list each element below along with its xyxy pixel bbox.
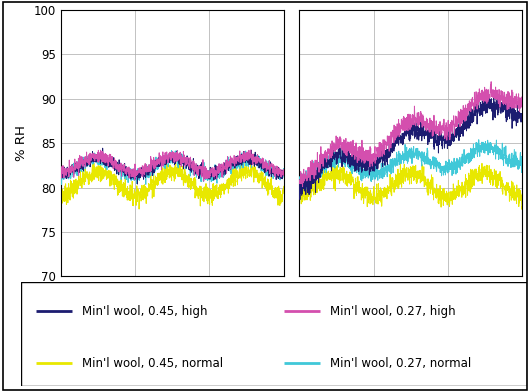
Text: Min'l wool, 0.45, normal: Min'l wool, 0.45, normal bbox=[82, 357, 223, 370]
Text: Min'l wool, 0.27, high: Min'l wool, 0.27, high bbox=[330, 305, 456, 318]
Y-axis label: % RH: % RH bbox=[15, 125, 28, 161]
Text: Min'l wool, 0.27, normal: Min'l wool, 0.27, normal bbox=[330, 357, 471, 370]
Text: Min'l wool, 0.45, high: Min'l wool, 0.45, high bbox=[82, 305, 207, 318]
